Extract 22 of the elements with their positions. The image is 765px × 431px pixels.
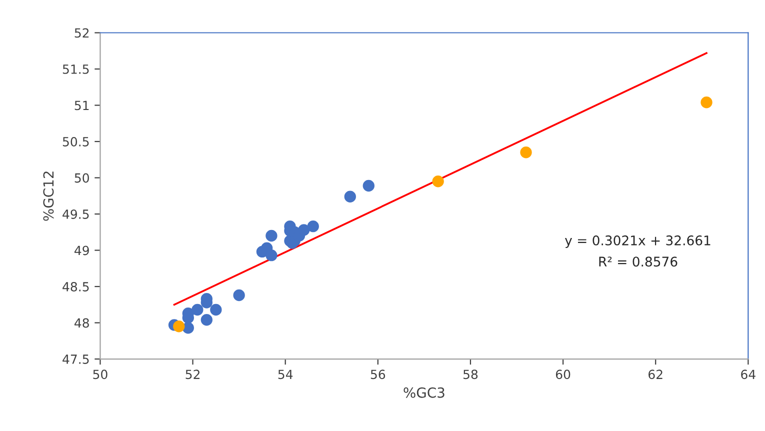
x-tick-label: 52: [186, 370, 200, 380]
x-tick-label: 60: [556, 370, 570, 380]
y-tick-label: 49: [74, 246, 89, 256]
y-tick-label: 49.5: [62, 209, 89, 219]
y-tick-label: 52: [74, 28, 89, 38]
y-tick-label: 51.5: [62, 64, 89, 74]
y-axis-title: %GC12: [43, 172, 54, 221]
annotation: R² = 0.8576: [599, 256, 678, 267]
y-tick-label: 47.5: [62, 354, 89, 364]
x-tick-label: 62: [648, 370, 662, 380]
x-tick-label: 58: [463, 370, 478, 380]
x-tick-label: 50: [93, 370, 108, 380]
y-tick-label: 50.5: [62, 136, 89, 146]
y-tick-label: 51: [74, 100, 89, 110]
x-tick-label: 64: [741, 370, 756, 380]
y-tick-label: 48.5: [62, 282, 89, 292]
x-axis-title: %GC3: [404, 387, 444, 398]
x-tick-label: 56: [370, 370, 386, 380]
annotation: y = 0.3021x + 32.661: [564, 235, 710, 248]
y-tick-label: 50: [74, 173, 89, 183]
x-tick-label: 54: [278, 370, 293, 380]
y-tick-label: 48: [74, 318, 89, 328]
